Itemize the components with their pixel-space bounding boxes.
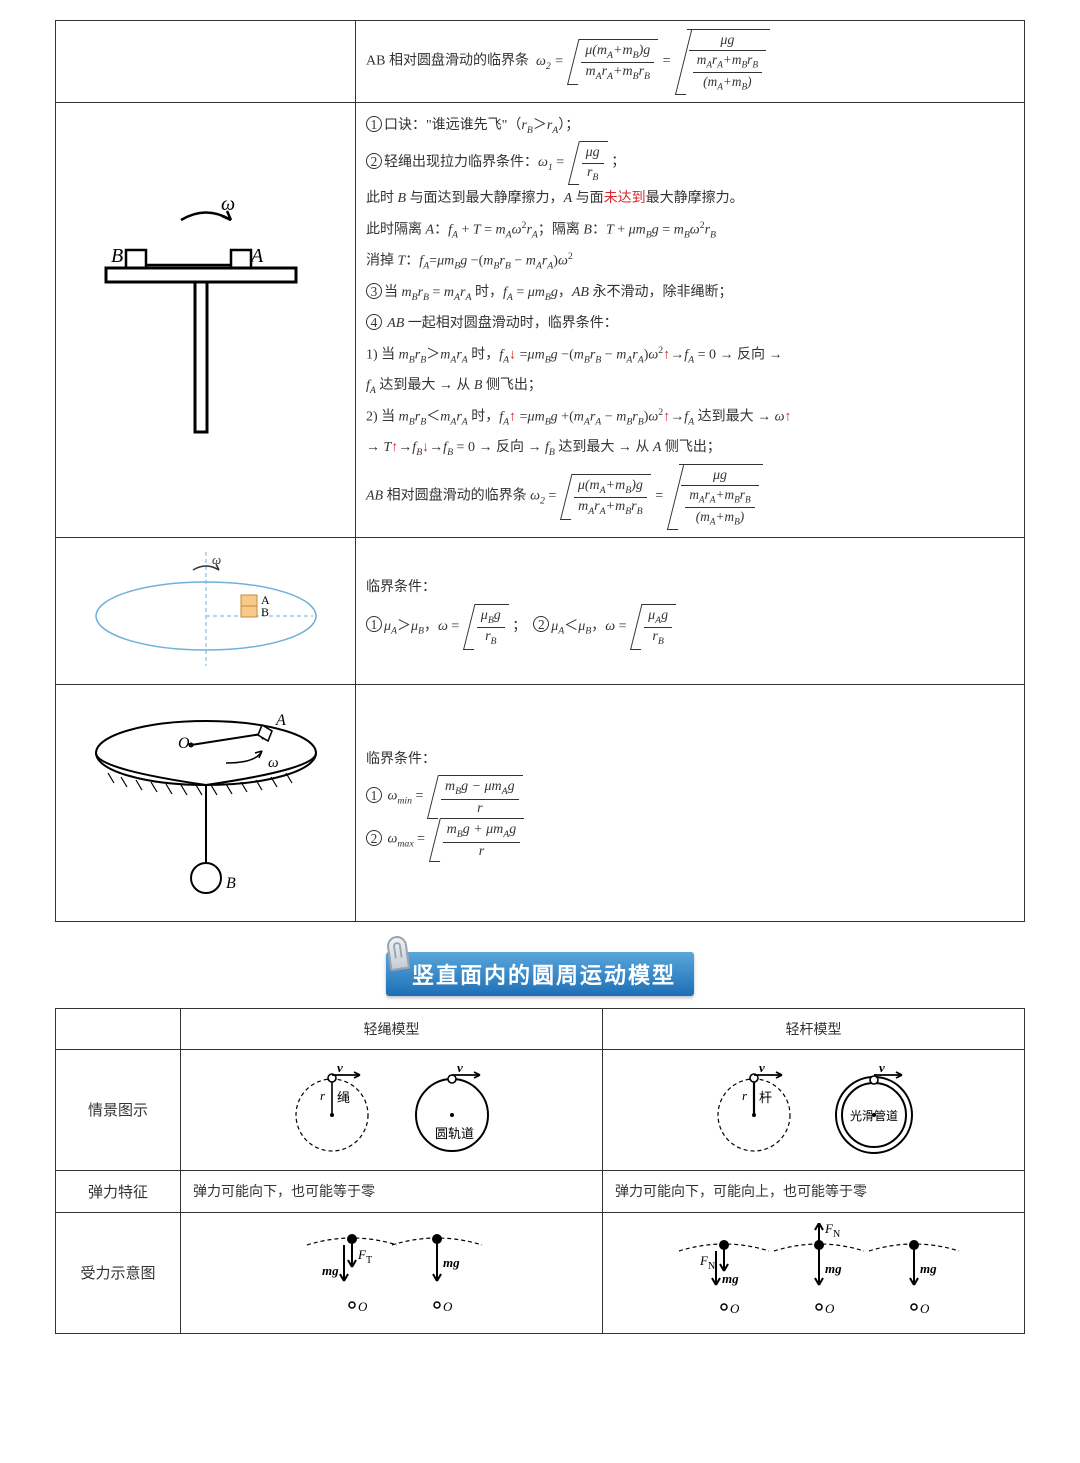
svg-text:mg: mg [443,1255,460,1270]
page: AB 相对圆盘滑动的临界条 ω2 = μ(mA+mB)gmArA+mBrB = … [0,0,1080,1374]
row1-diagram-cell: ω B A [56,102,356,537]
row3-formula1: 1 ωmin = mBg − μmAgr [366,775,1014,818]
svg-text:v: v [879,1060,885,1075]
hanging-mass-icon: O A ω B [76,693,336,913]
svg-text:mg: mg [322,1263,339,1278]
section-title-wrap: 竖直面内的圆周运动模型 [55,952,1025,996]
t2-scene-rod: v r 杆 v 光滑管道 [603,1049,1025,1170]
row3-diagram-cell: O A ω B [56,684,356,921]
svg-text:v: v [337,1060,343,1075]
svg-text:N: N [708,1261,715,1272]
svg-text:r: r [320,1088,326,1103]
row2-text-cell: 临界条件： 1μA＞μB，ω = μBgrB ； 2μA＜μB，ω = μAgr… [356,537,1025,684]
svg-text:mg: mg [722,1271,739,1286]
clip-icon [386,934,411,970]
row1-line1: 1口诀："谁远谁先飞"（rB＞rA）； [366,111,1014,142]
svg-text:圆轨道: 圆轨道 [435,1126,474,1141]
svg-text:光滑管道: 光滑管道 [850,1108,898,1123]
svg-text:B: B [111,245,123,267]
physics-table-1: AB 相对圆盘滑动的临界条 ω2 = μ(mA+mB)gmArA+mBrB = … [55,20,1025,922]
svg-text:O: O [825,1301,835,1316]
section-title: 竖直面内的圆周运动模型 [386,952,694,996]
row0-sqrt2: μg mArA+mBrB(mA+mB) [675,29,770,94]
row1-line9: fA 达到最大 → 从 B 侧飞出； [366,371,1014,402]
t2-scene-rope: v r 绳 v 圆轨道 [181,1049,603,1170]
svg-text:A: A [275,712,286,729]
row0-sqrt1: μ(mA+mB)gmArA+mBrB [567,39,658,84]
row1-line10: 2) 当 mBrB＜mArA 时，fA↑ =μmBg +(mArA − mBrB… [366,402,1014,433]
t2-force-rod: FN mg O FN mg O mg O [603,1212,1025,1333]
row1-line3: 此时 B 与面达到最大静摩擦力，A 与面未达到最大静摩擦力。 [366,184,1014,215]
row0-eq: = [662,54,675,69]
t2-row-force-label: 受力示意图 [56,1212,181,1333]
svg-text:O: O [730,1301,740,1316]
row3-title: 临界条件： [366,745,1014,776]
svg-text:O: O [178,735,190,752]
svg-text:B: B [261,605,269,619]
row1-line8: 1) 当 mBrB＞mArA 时，fA↓ =μmBg −(mBrB − mArA… [366,340,1014,371]
rope-scene-icon: v r 绳 v 圆轨道 [242,1060,542,1160]
t2-header-rod: 轻杆模型 [603,1008,1025,1049]
row1-line6: 3当 mBrB = mArA 时，fA = μmBg，AB 永不滑动，除非绳断； [366,278,1014,309]
row1-line11: → T↑→fB↓→fB = 0 → 反向 → fB 达到最大 → 从 A 侧飞出… [366,433,1014,464]
svg-text:ω: ω [221,193,235,215]
row1-line4: 此时隔离 A：fA + T = mAω2rA；隔离 B：T + μmBg = m… [366,215,1014,246]
svg-text:mg: mg [920,1261,937,1276]
row2-title: 临界条件： [366,573,1014,604]
t2-row-scene-label: 情景图示 [56,1049,181,1170]
rod-scene-icon: v r 杆 v 光滑管道 [664,1060,964,1160]
svg-text:ω: ω [268,755,279,771]
svg-text:B: B [226,875,236,892]
svg-text:v: v [759,1060,765,1075]
row1-text-cell: 1口诀："谁远谁先飞"（rB＞rA）； 2轻绳出现拉力临界条件：ω1 = μgr… [356,102,1025,537]
row2-diagram-cell: ω A B [56,537,356,684]
svg-text:T: T [366,1255,372,1266]
svg-text:O: O [443,1299,453,1314]
t2-elastic-rod: 弹力可能向下，可能向上，也可能等于零 [603,1170,1025,1212]
row0-omega: ω2 = [532,54,567,69]
row1-line7: 4 AB 一起相对圆盘滑动时，临界条件： [366,309,1014,340]
turntable-rope-icon: ω B A [91,190,321,450]
rod-force-icon: FN mg O FN mg O mg O [644,1223,984,1323]
svg-text:绳: 绳 [337,1090,350,1105]
row0-diagram-cell [56,21,356,103]
t2-corner [56,1008,181,1049]
svg-text:O: O [358,1299,368,1314]
row0-text-cell: AB 相对圆盘滑动的临界条 ω2 = μ(mA+mB)gmArA+mBrB = … [356,21,1025,103]
t2-row-elastic-label: 弹力特征 [56,1170,181,1212]
svg-text:mg: mg [825,1261,842,1276]
svg-text:N: N [833,1229,840,1240]
row3-formula2: 2 ωmax = mBg + μmAgr [366,818,1014,861]
physics-table-2: 轻绳模型 轻杆模型 情景图示 v r 绳 v 圆轨道 v r [55,1008,1025,1334]
section-title-text: 竖直面内的圆周运动模型 [412,963,676,988]
svg-text:v: v [457,1060,463,1075]
row1-line12: AB 相对圆盘滑动的临界条 ω2 = μ(mA+mB)gmArA+mBrB = … [366,464,1014,529]
svg-text:r: r [742,1088,748,1103]
t2-force-rope: FT mg O mg O [181,1212,603,1333]
svg-text:杆: 杆 [759,1090,772,1105]
stacked-blocks-icon: ω A B [81,546,331,676]
row1-line5: 消掉 T：fA=μmBg −(mBrB − mArA)ω2 [366,246,1014,277]
svg-text:O: O [920,1301,930,1316]
row2-formula: 1μA＞μB，ω = μBgrB ； 2μA＜μB，ω = μAgrB [366,604,1014,649]
rope-force-icon: FT mg O mg O [262,1223,522,1323]
row1-line2: 2轻绳出现拉力临界条件：ω1 = μgrB ； [366,141,1014,184]
row3-text-cell: 临界条件： 1 ωmin = mBg − μmAgr 2 ωmax = mBg … [356,684,1025,921]
row0-prefix: AB 相对圆盘滑动的临界条 [366,54,529,69]
t2-elastic-rope: 弹力可能向下，也可能等于零 [181,1170,603,1212]
t2-header-rope: 轻绳模型 [181,1008,603,1049]
